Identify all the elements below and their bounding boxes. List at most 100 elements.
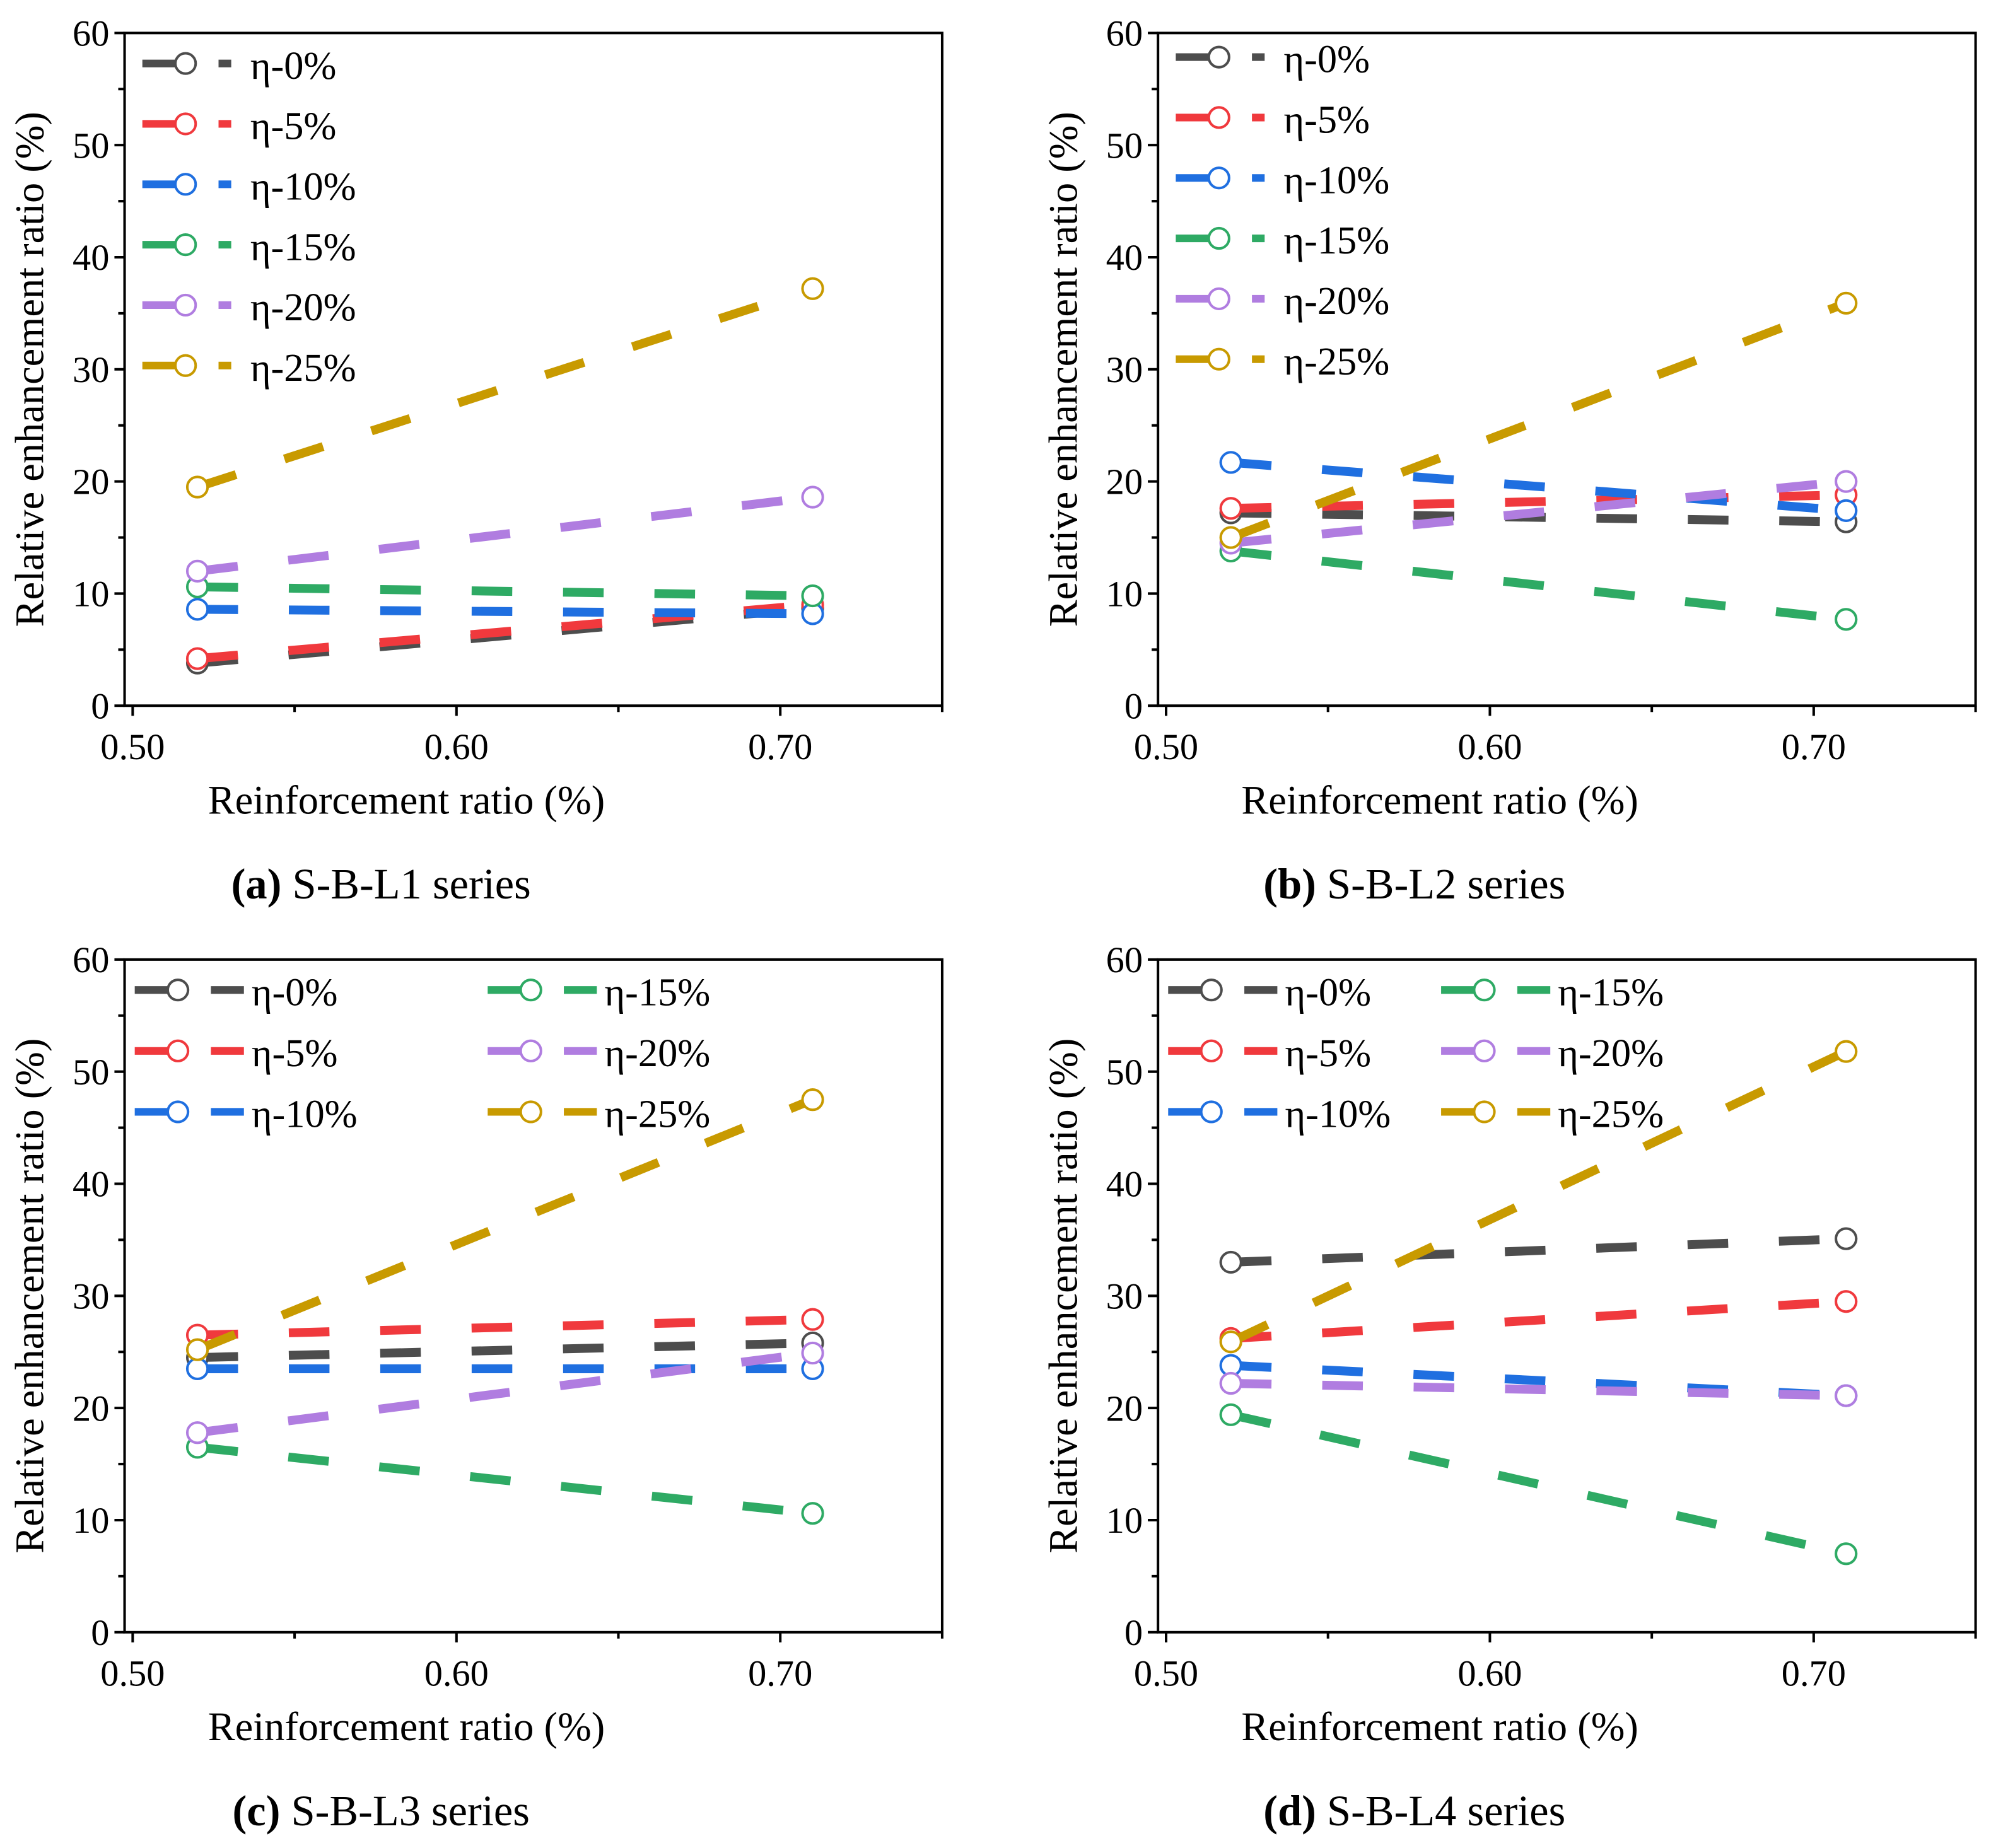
x-tick-label: 0.70	[1782, 726, 1846, 767]
series-eta-15pct	[1219, 539, 1858, 631]
data-point	[185, 1421, 209, 1444]
legend-label: η-15%	[1283, 219, 1389, 262]
y-tick-label: 0	[1124, 1612, 1143, 1653]
data-point	[801, 485, 824, 509]
caption-text: S-B-L4 series	[1316, 1787, 1565, 1835]
x-tick-label: 0.60	[1457, 1653, 1522, 1694]
legend-label: η-0%	[252, 970, 338, 1014]
legend-label: η-25%	[604, 1093, 710, 1136]
legend-marker	[174, 52, 197, 75]
legend-label: η-20%	[250, 286, 356, 329]
legend-marker	[1200, 1039, 1223, 1062]
caption-letter: (c)	[233, 1787, 281, 1835]
series-line	[1230, 458, 1847, 515]
x-tick-label: 0.60	[424, 726, 489, 767]
series-line	[1230, 1410, 1847, 1559]
data-point	[801, 1088, 824, 1112]
series-eta-10pct	[185, 1357, 824, 1381]
legend-marker	[174, 354, 197, 377]
y-tick-label: 60	[73, 939, 109, 980]
legend-label: η-25%	[1283, 340, 1389, 383]
y-axis-label: Relative enhancement ratio (%)	[1041, 112, 1085, 627]
caption-letter: (d)	[1263, 1787, 1316, 1835]
legend-label: η-10%	[250, 165, 356, 208]
x-axis-label: Reinforcement ratio (%)	[1241, 777, 1638, 822]
chart-panel-c: 0 10 20 30 40 50 60 0.50 0.60 0.70 Reinforcement r…	[8, 939, 943, 1835]
legend-marker	[1473, 1100, 1496, 1124]
panel-caption: (d) S-B-L4 series	[1263, 1787, 1565, 1835]
x-tick-label: 0.50	[100, 1653, 165, 1694]
x-tick-label: 0.60	[1457, 726, 1522, 767]
legend-label: η-20%	[1558, 1032, 1664, 1075]
y-tick-label: 20	[1106, 462, 1143, 503]
y-tick-label: 50	[1106, 1052, 1143, 1093]
series-line	[1230, 1378, 1847, 1400]
series-line	[196, 284, 814, 492]
data-point	[1219, 497, 1242, 520]
legend-marker	[166, 1100, 190, 1124]
data-point	[1835, 470, 1858, 493]
y-tick-label: 0	[91, 1612, 109, 1653]
legend-marker	[1207, 287, 1230, 310]
data-point	[1219, 1403, 1242, 1426]
series-eta-5pct	[185, 593, 824, 670]
data-point	[1219, 1250, 1242, 1274]
data-point	[1219, 1330, 1242, 1354]
legend-label: η-10%	[1283, 158, 1389, 202]
y-tick-label: 50	[1106, 125, 1143, 166]
data-point	[801, 277, 824, 300]
legend-label: η-5%	[1285, 1032, 1371, 1075]
series-line	[197, 1443, 814, 1518]
y-tick-label: 30	[73, 349, 109, 390]
data-point	[801, 1308, 824, 1331]
caption-text: S-B-L2 series	[1316, 860, 1565, 908]
y-tick-label: 10	[73, 574, 109, 615]
x-tick-label: 0.50	[100, 726, 165, 767]
y-tick-label: 40	[73, 1164, 109, 1205]
legend: η-0% η-5% η-10% η-15% η-20% η-25%	[134, 970, 710, 1136]
series-line	[197, 600, 814, 663]
series-line	[197, 1315, 813, 1340]
data-point	[185, 598, 209, 621]
series-line	[197, 605, 813, 619]
caption-text: S-B-L3 series	[280, 1787, 529, 1835]
series-line	[197, 1349, 814, 1438]
series-eta-25pct	[185, 1088, 824, 1361]
data-point	[1835, 1542, 1858, 1566]
y-tick-label: 10	[73, 1500, 109, 1541]
legend: η-0% η-5% η-10% η-15% η-20% η-25%	[142, 44, 356, 390]
data-point	[1835, 1040, 1858, 1063]
legend-label: η-15%	[604, 970, 710, 1014]
series-eta-0pct	[1219, 501, 1858, 533]
y-tick-label: 30	[73, 1276, 109, 1316]
series-eta-0pct	[185, 1331, 824, 1369]
chart-panel-d: 0 10 20 30 40 50 60 0.50 0.60 0.70 Reinforcement r…	[1041, 939, 1977, 1835]
legend-label: η-25%	[250, 346, 356, 390]
x-axis-label: Reinforcement ratio (%)	[208, 1704, 605, 1749]
series-line	[1230, 1297, 1847, 1343]
y-tick-label: 60	[73, 13, 109, 54]
series-line	[1230, 1234, 1847, 1267]
legend-marker	[519, 979, 542, 1002]
y-tick-label: 40	[1106, 237, 1143, 278]
series-eta-10pct	[1219, 451, 1858, 522]
data-point	[1835, 1384, 1858, 1407]
y-tick-label: 10	[1106, 574, 1143, 615]
legend-marker	[1207, 45, 1230, 69]
legend-marker	[1207, 106, 1230, 129]
data-point	[1835, 1290, 1858, 1313]
series-eta-25pct	[1219, 291, 1858, 549]
caption-text: S-B-L1 series	[281, 860, 530, 908]
x-tick-label: 0.50	[1134, 726, 1198, 767]
series-line	[1230, 1361, 1847, 1400]
data-point	[185, 559, 209, 583]
data-point	[1835, 499, 1858, 522]
legend-marker	[1207, 166, 1230, 190]
y-tick-label: 30	[1106, 349, 1143, 390]
y-tick-label: 60	[1106, 939, 1143, 980]
data-point	[1835, 291, 1858, 315]
legend-label: η-0%	[1285, 970, 1371, 1014]
legend-label: η-10%	[1285, 1093, 1391, 1136]
legend-marker	[1200, 1100, 1223, 1124]
